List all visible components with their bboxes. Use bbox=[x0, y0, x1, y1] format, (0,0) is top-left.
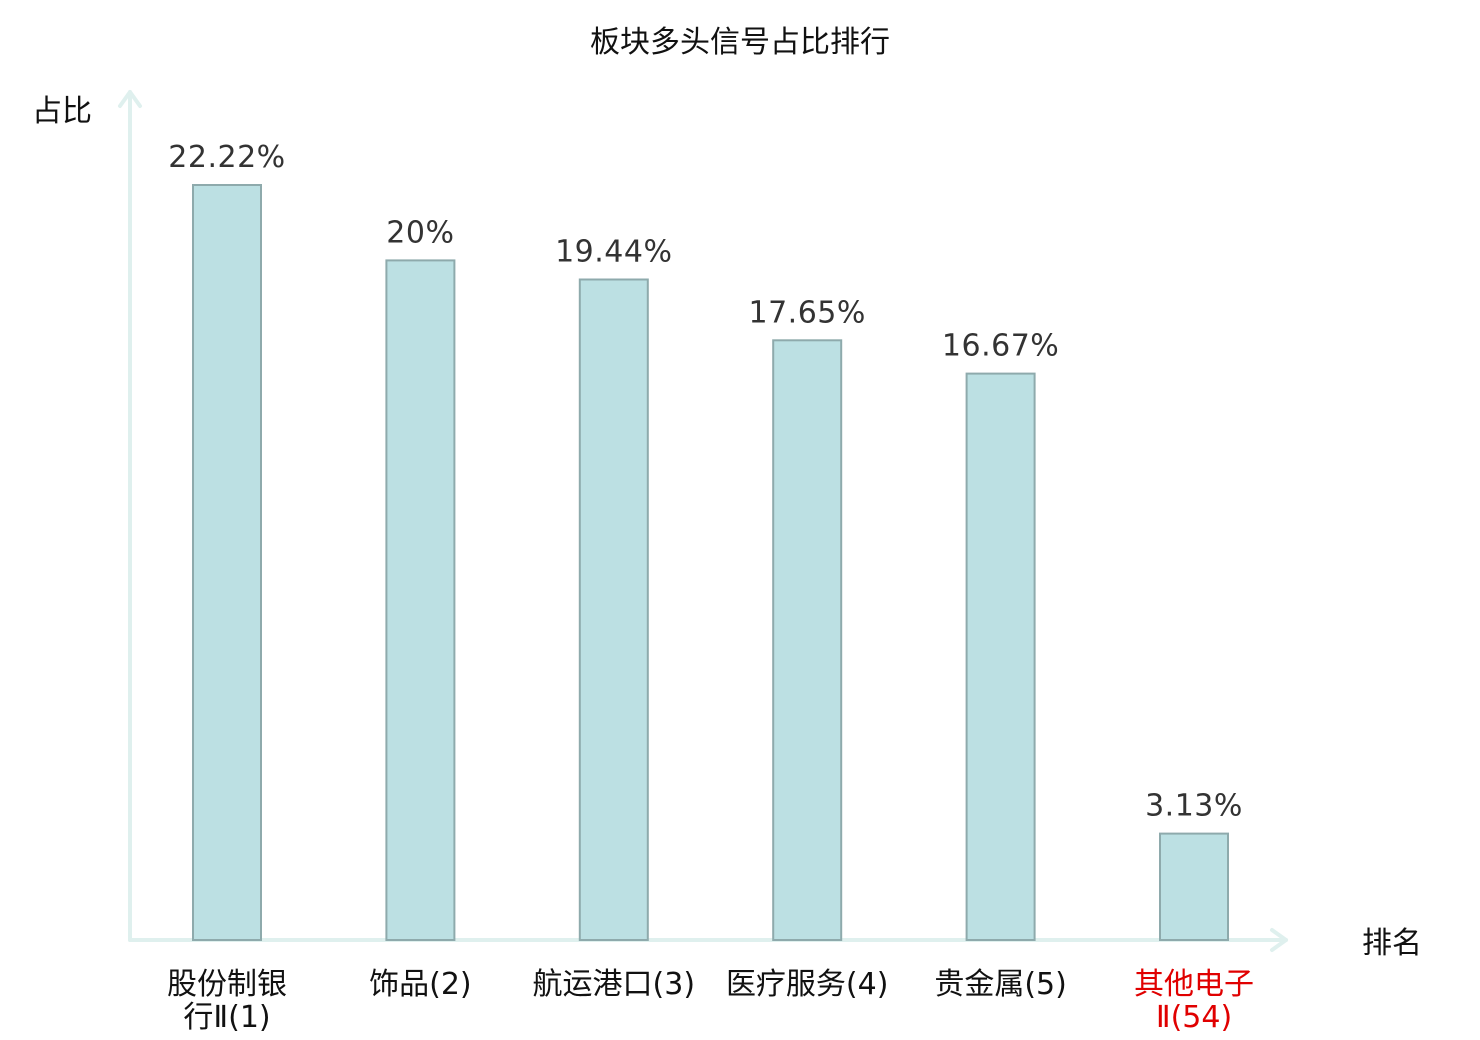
category-label-line: 贵金属(5) bbox=[934, 967, 1067, 1002]
bars-group bbox=[192, 184, 1229, 942]
value-label-6: 3.13% bbox=[1145, 789, 1243, 824]
category-label-6: 其他电子 Ⅱ(54) bbox=[1134, 967, 1254, 1035]
y-axis-label: 占比 bbox=[32, 94, 92, 129]
chart-title: 板块多头信号占比排行 bbox=[590, 25, 890, 60]
value-labels-group: 22.22% 20% 19.44% 17.65% 16.67% 3.13% bbox=[168, 140, 1243, 824]
category-label-line: 行Ⅱ(1) bbox=[183, 1000, 270, 1035]
category-label-line: 饰品(2) bbox=[369, 967, 472, 1002]
category-label-5: 贵金属(5) bbox=[934, 967, 1067, 1002]
x-axis-label: 排名 bbox=[1362, 926, 1422, 961]
category-label-line: 医疗服务(4) bbox=[726, 967, 889, 1002]
value-label-5: 16.67% bbox=[942, 329, 1059, 364]
category-label-1: 股份制银行Ⅱ(1) bbox=[167, 967, 287, 1035]
category-label-line: 股份制银 bbox=[167, 967, 287, 1002]
value-label-2: 20% bbox=[386, 215, 454, 250]
bar-4 bbox=[772, 339, 843, 941]
category-labels-group: 股份制银行Ⅱ(1) 饰品(2) 航运港口(3) 医疗服务(4) 贵金属(5) 其他电子 Ⅱ(… bbox=[167, 967, 1254, 1035]
bar-6 bbox=[1159, 832, 1229, 941]
bar-2 bbox=[385, 259, 456, 941]
category-label-line: Ⅱ(54) bbox=[1156, 1000, 1232, 1035]
x-axis-arrow-icon bbox=[1270, 928, 1288, 952]
category-label-4: 医疗服务(4) bbox=[726, 967, 889, 1002]
value-label-1: 22.22% bbox=[168, 140, 285, 175]
value-label-4: 17.65% bbox=[749, 295, 866, 330]
y-axis-arrow-icon bbox=[118, 90, 142, 108]
value-label-3: 19.44% bbox=[555, 235, 672, 270]
category-label-line: 航运港口(3) bbox=[533, 967, 696, 1002]
category-label-line: 其他电子 bbox=[1134, 967, 1254, 1002]
category-label-3: 航运港口(3) bbox=[533, 967, 696, 1002]
bar-5 bbox=[965, 372, 1036, 942]
category-label-2: 饰品(2) bbox=[369, 967, 472, 1002]
bar-1 bbox=[192, 184, 262, 941]
bar-3 bbox=[578, 278, 649, 941]
